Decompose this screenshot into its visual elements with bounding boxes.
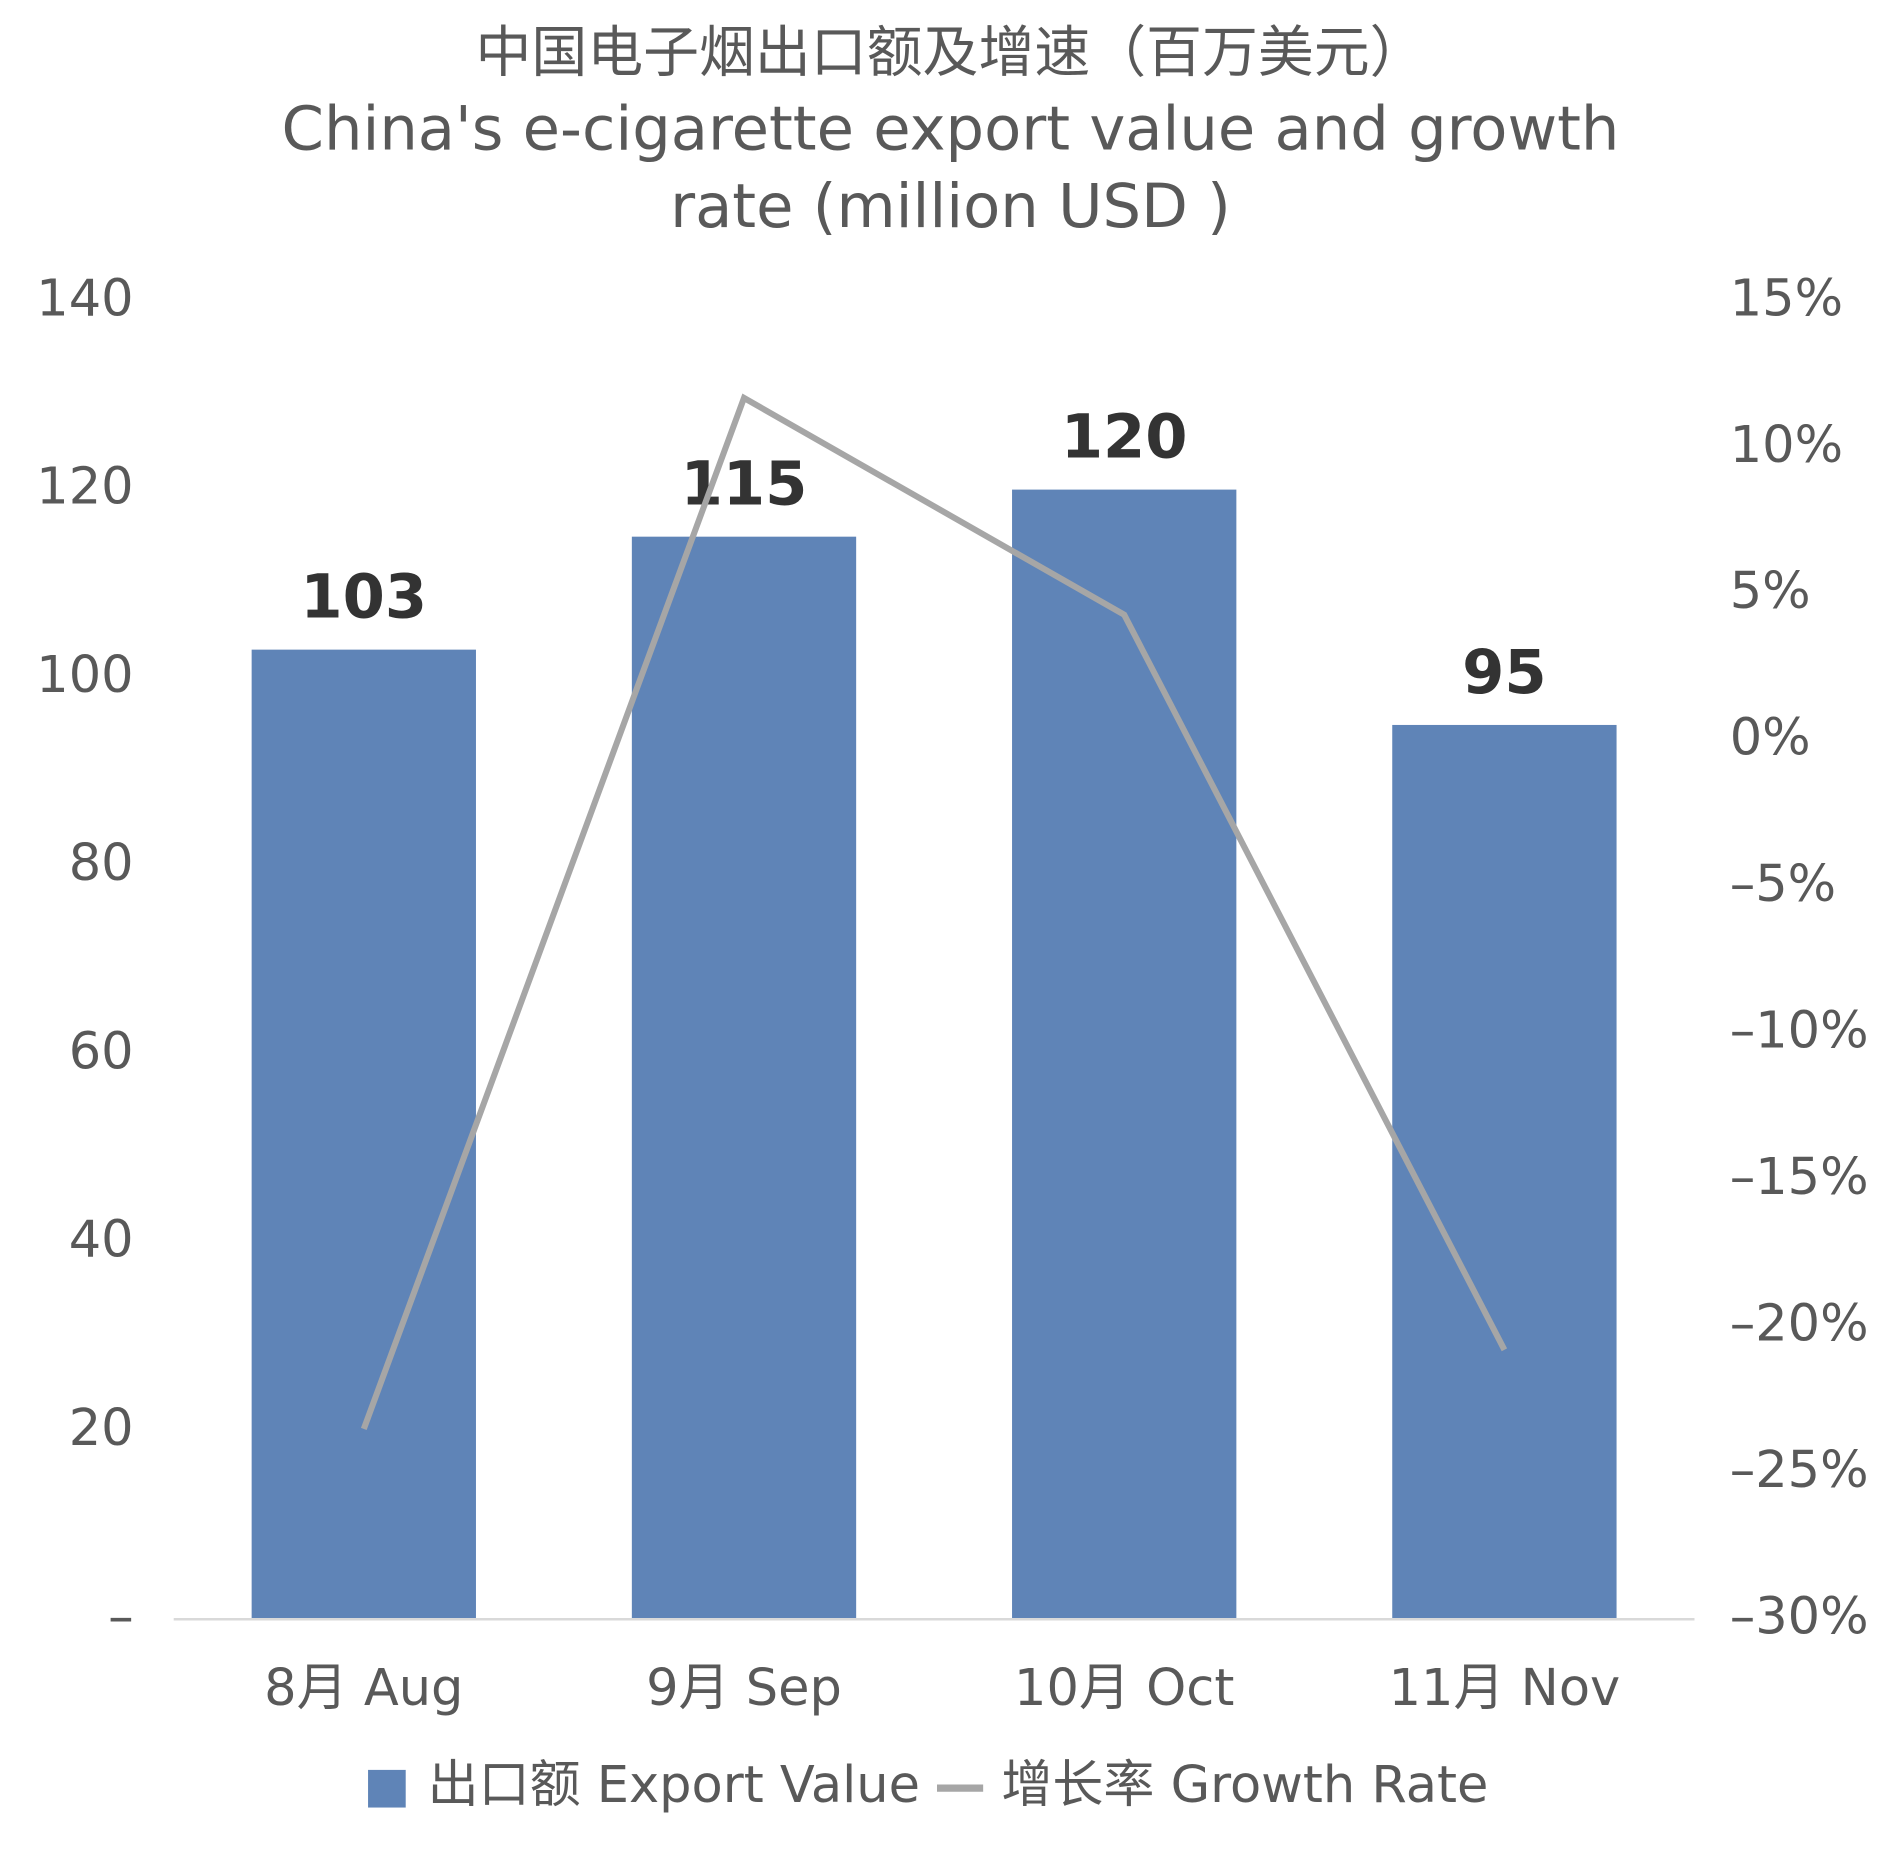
line — [360, 393, 1508, 1430]
chart-title: 中国电子烟出口额及增速（百万美元） — [475, 19, 1426, 86]
data-label: 95 — [1462, 638, 1547, 708]
data-label: 115 — [681, 450, 808, 520]
x-tick-label: 9月 Sep — [646, 1659, 842, 1718]
y-tick-label: 100 — [36, 646, 133, 705]
x-tick-label: 10月 Oct — [1014, 1659, 1234, 1718]
legend-swatch — [368, 1769, 406, 1808]
y2-tick-label: –30% — [1730, 1587, 1869, 1646]
y2-tick-label: –25% — [1730, 1441, 1869, 1500]
bar — [251, 649, 476, 1620]
title-block: 中国电子烟出口额及增速（百万美元） China's e-cigarette ex… — [219, 15, 1683, 246]
y-tick-label: 140 — [36, 269, 133, 328]
legend-label: 出口额 Export Value — [428, 1756, 920, 1815]
y2-tick-label: –15% — [1730, 1148, 1869, 1207]
title-box: 中国电子烟出口额及增速（百万美元） China's e-cigarette ex… — [219, 15, 1683, 246]
y-tick-label: – — [108, 1587, 133, 1646]
y-tick-label: 120 — [36, 458, 133, 517]
x-tick-label: 8月 Aug — [264, 1659, 463, 1718]
y2-tick-label: 5% — [1730, 562, 1811, 621]
y2-tick-label: 10% — [1730, 416, 1843, 475]
y2-tick-label: –5% — [1730, 855, 1836, 914]
y2-tick-label: –20% — [1730, 1294, 1869, 1353]
legend-label: 增长率 Growth Rate — [1001, 1756, 1488, 1815]
y2-tick-label: 15% — [1730, 269, 1843, 328]
y-tick-label: 80 — [69, 834, 134, 893]
x-tick-label: 11月 Nov — [1389, 1659, 1621, 1718]
y2-tick-label: –10% — [1730, 1002, 1869, 1061]
data-label: 103 — [300, 563, 427, 633]
y-tick-label: 20 — [69, 1399, 134, 1458]
bar — [1392, 724, 1617, 1620]
y-tick-label: 40 — [69, 1211, 134, 1270]
data-label: 120 — [1061, 403, 1188, 473]
bar — [631, 536, 857, 1620]
bar — [1012, 489, 1237, 1620]
y2-tick-label: 0% — [1730, 709, 1811, 768]
chart-subtitle: China's e-cigarette export value and gro… — [281, 93, 1620, 242]
y-tick-label: 60 — [69, 1022, 134, 1081]
